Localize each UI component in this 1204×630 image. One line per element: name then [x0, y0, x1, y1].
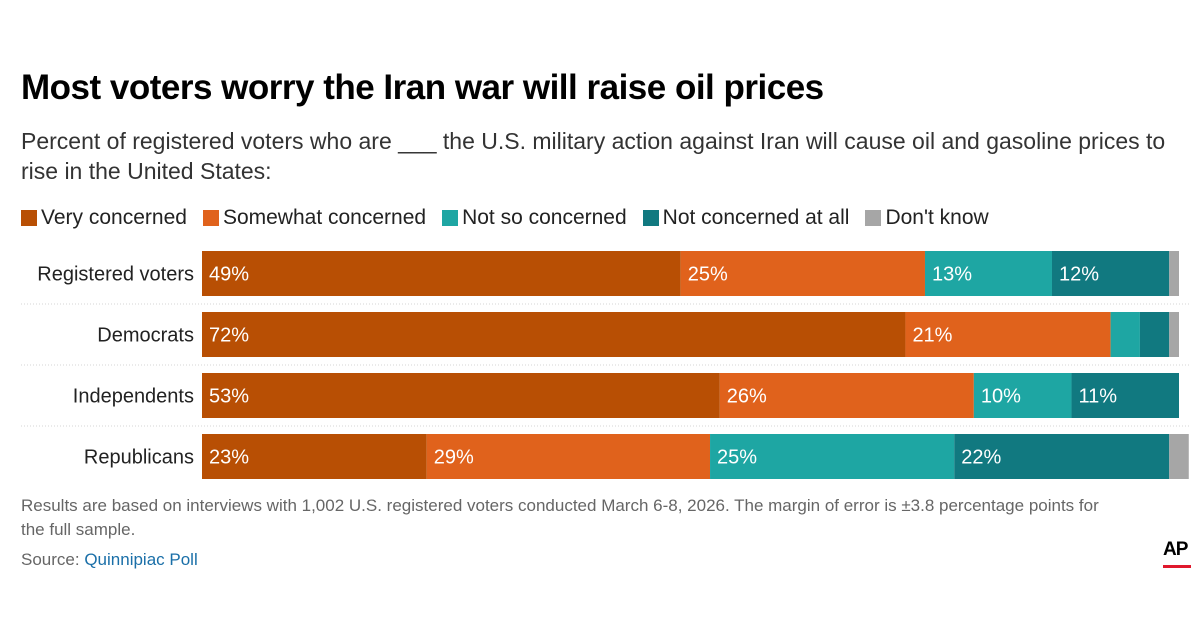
bar-segment: [1139, 312, 1170, 357]
data-label: 53%: [209, 386, 249, 408]
bar-segment: [710, 434, 955, 479]
legend-swatch: [442, 210, 459, 226]
bar-segment: [1169, 312, 1179, 357]
legend-item-dont-know: Don't know: [865, 206, 989, 230]
data-label: 13%: [932, 264, 972, 286]
category-label: Republicans: [84, 447, 194, 469]
bar-segment: [426, 434, 711, 479]
legend-label: Don't know: [885, 206, 989, 229]
source-line: Source: Quinnipiac Poll: [21, 550, 198, 570]
legend-label: Very concerned: [41, 206, 187, 229]
ap-logo: AP: [1163, 540, 1191, 570]
data-label: 29%: [434, 447, 474, 469]
source-link[interactable]: Quinnipiac Poll: [84, 550, 198, 569]
data-label: 12%: [1059, 264, 1099, 286]
chart-title: Most voters worry the Iran war will rais…: [21, 68, 824, 107]
bar-segment: [680, 251, 925, 296]
legend-item-somewhat-concerned: Somewhat concerned: [202, 206, 427, 230]
bar-segment: [1051, 251, 1170, 296]
bar-segment: [924, 251, 1052, 296]
bar-segment: [719, 373, 974, 418]
legend-label: Not concerned at all: [662, 206, 850, 229]
data-label: 23%: [209, 447, 249, 469]
stacked-bar-chart: Registered voters 49% 25% 13% 12% Democrats 72…: [21, 251, 1190, 479]
bar-segment: [202, 251, 681, 296]
bar-segment: [202, 373, 720, 418]
category-label: Independents: [73, 386, 194, 408]
ap-logo-underline: [1163, 565, 1191, 568]
bar-segment: [1169, 434, 1189, 479]
bar-segment: [973, 373, 1072, 418]
bar-segment: [1110, 312, 1140, 357]
legend-swatch: [202, 210, 219, 226]
data-label: 21%: [912, 325, 952, 347]
legend-label: Not so concerned: [462, 206, 627, 229]
data-label: 26%: [727, 386, 767, 408]
bar-segment: [202, 312, 906, 357]
data-label: 25%: [688, 264, 728, 286]
legend-swatch: [21, 210, 37, 226]
legend-item-not-so-concerned: Not so concerned: [442, 206, 627, 230]
data-label: 22%: [961, 447, 1001, 469]
bar-segment: [1071, 373, 1179, 418]
bar-segment: [905, 312, 1111, 357]
legend-label: Somewhat concerned: [222, 206, 427, 229]
footnote: Results are based on interviews with 1,0…: [21, 496, 1099, 539]
category-label: Democrats: [97, 325, 194, 347]
legend-item-very-concerned: Very concerned: [21, 206, 187, 230]
data-label: 49%: [209, 264, 249, 286]
data-label: 10%: [981, 386, 1021, 408]
legend: Very concerned Somewhat concerned Not so…: [21, 206, 989, 230]
bar-segment: [202, 434, 427, 479]
legend-item-not-concerned-at-all: Not concerned at all: [642, 206, 850, 230]
data-label: 72%: [209, 325, 249, 347]
chart-subtitle: Percent of registered voters who are ___…: [21, 128, 1166, 184]
data-label: 25%: [717, 447, 757, 469]
ap-logo-text: AP: [1163, 539, 1188, 560]
legend-swatch: [642, 210, 659, 226]
bar-segment: [954, 434, 1170, 479]
category-label: Registered voters: [37, 264, 194, 286]
legend-swatch: [865, 210, 882, 226]
data-label: 11%: [1079, 386, 1118, 408]
source-label: Source:: [21, 550, 80, 569]
bar-segment: [1169, 251, 1179, 296]
